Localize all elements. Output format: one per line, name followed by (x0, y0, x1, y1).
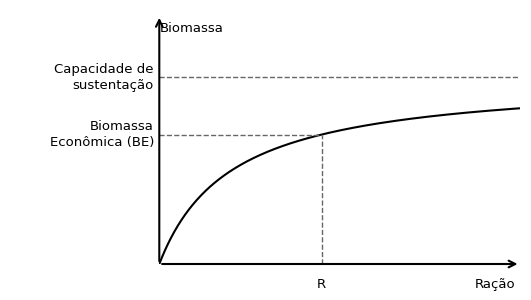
Text: Capacidade de
sustentação: Capacidade de sustentação (55, 63, 154, 92)
Text: Biomassa
Econômica (BE): Biomassa Econômica (BE) (49, 120, 154, 149)
Text: R: R (317, 278, 327, 291)
Text: Ração: Ração (474, 278, 515, 291)
Text: Biomassa: Biomassa (159, 22, 223, 35)
